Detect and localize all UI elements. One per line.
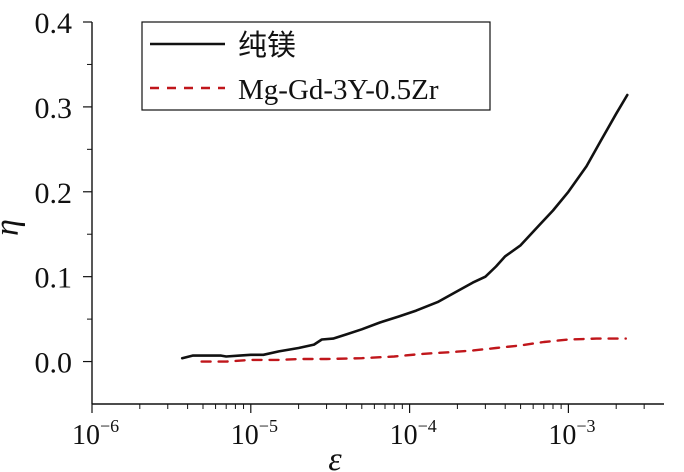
x-tick-label-base: 10 <box>548 420 576 451</box>
x-tick-label: 10−4 <box>390 416 437 451</box>
x-tick-label-base: 10 <box>72 420 100 451</box>
y-axis-label: η <box>0 219 26 236</box>
y-tick-label: 0.3 <box>35 92 73 125</box>
x-tick-label-base: 10 <box>390 420 418 451</box>
legend-label-1: Mg-Gd-3Y-0.5Zr <box>238 74 439 106</box>
legend-label-0: 纯镁 <box>238 29 296 62</box>
y-tick-label: 0.2 <box>35 177 73 210</box>
legend-box <box>141 21 491 111</box>
x-tick-label-exponent: −3 <box>576 416 595 436</box>
y-tick-label: 0.4 <box>35 7 73 40</box>
x-tick-label-exponent: −5 <box>259 416 278 436</box>
series-line-0 <box>180 93 629 360</box>
x-tick-label-exponent: −4 <box>418 416 437 436</box>
y-tick-label: 0.1 <box>35 262 73 295</box>
x-tick-label: 10−3 <box>548 416 595 451</box>
x-tick-label: 10−5 <box>231 416 278 451</box>
x-axis-label: ε <box>328 441 342 472</box>
x-tick-label-exponent: −6 <box>100 416 119 436</box>
x-tick-label-base: 10 <box>231 420 259 451</box>
x-tick-label: 10−6 <box>72 416 119 451</box>
series-line-1 <box>200 337 627 363</box>
y-tick-label: 0.0 <box>35 347 73 380</box>
